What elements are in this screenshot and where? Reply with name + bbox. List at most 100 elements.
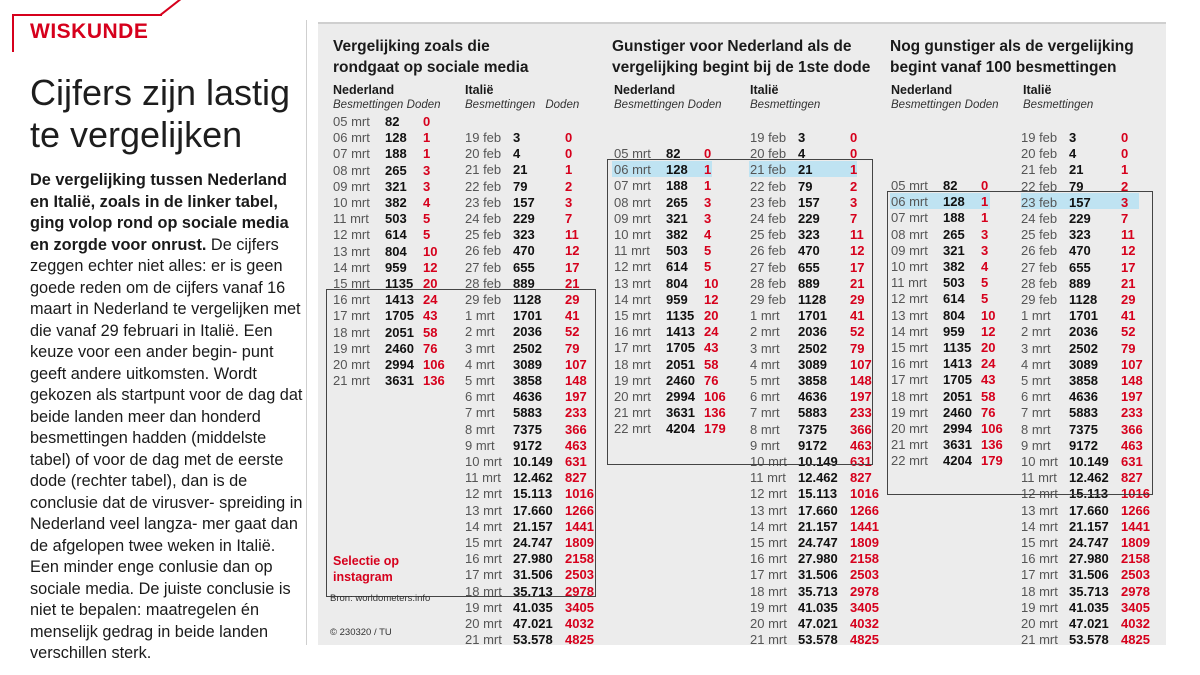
- cell-cases: 12.462: [798, 470, 838, 486]
- section-title-2-line-2: vergelijking begint bij de 1ste dode: [612, 59, 871, 76]
- cell-cases: 3858: [798, 373, 827, 388]
- cell-deaths: 197: [850, 389, 872, 405]
- cell-deaths: 2: [850, 178, 858, 194]
- cell-cases: 2994: [385, 357, 414, 372]
- cell-deaths: 52: [850, 324, 865, 340]
- cell-date: 21 feb: [1021, 162, 1058, 178]
- cell-deaths: 12: [704, 291, 719, 307]
- cell-cases: 3631: [666, 405, 695, 421]
- cell-cases: 614: [943, 291, 965, 307]
- cell-deaths: 29: [850, 292, 865, 307]
- cell-date: 19 mrt: [750, 599, 787, 615]
- cell-cases: 7375: [798, 421, 827, 437]
- cell-date: 12 mrt: [891, 291, 928, 307]
- cell-cases: 804: [385, 243, 407, 259]
- cell-date: 19 mrt: [465, 599, 502, 615]
- cell-date: 08 mrt: [333, 162, 370, 178]
- header-deaths: Doden: [687, 99, 722, 111]
- headline: Cijfers zijn lastig te vergelijken: [30, 72, 291, 155]
- cell-cases: 3089: [513, 356, 542, 372]
- cell-deaths: 10: [423, 243, 438, 259]
- cell-cases: 382: [666, 227, 688, 242]
- cell-date: 15 mrt: [465, 535, 502, 550]
- cell-cases: 7375: [513, 421, 542, 437]
- cell-date: 21 feb: [465, 162, 502, 178]
- cell-date: 18 mrt: [614, 356, 651, 372]
- cell-cases: 1135: [943, 340, 972, 355]
- article-text: De vergelijking tussen Nederland en Ital…: [30, 170, 306, 665]
- cell-cases: 1128: [798, 292, 827, 307]
- header-cases: Besmettingen: [614, 99, 685, 111]
- cell-deaths: 58: [981, 388, 996, 404]
- cell-cases: 1128: [1069, 292, 1098, 307]
- cell-cases: 12.462: [1069, 470, 1109, 486]
- cell-cases: 470: [798, 243, 820, 259]
- cell-deaths: 5: [981, 275, 989, 291]
- cell-date: 5 mrt: [1021, 373, 1051, 388]
- cell-cases: 35.713: [798, 583, 838, 599]
- cell-date: 14 mrt: [465, 518, 502, 534]
- header-country: Italië: [465, 83, 494, 97]
- cell-deaths: 7: [850, 211, 858, 226]
- cell-deaths: 1016: [850, 486, 879, 502]
- cell-cases: 27.980: [1069, 551, 1109, 567]
- cell-cases: 15.113: [513, 486, 553, 502]
- cell-cases: 889: [798, 275, 820, 291]
- cell-date: 18 mrt: [465, 583, 502, 599]
- cell-deaths: 631: [850, 454, 872, 469]
- cell-cases: 889: [513, 275, 535, 291]
- cell-cases: 79: [1069, 178, 1084, 194]
- cell-date: 8 mrt: [1021, 421, 1051, 437]
- section-tag-label: WISKUNDE: [30, 20, 149, 43]
- credit-note: © 230320 / TU: [330, 627, 392, 638]
- cell-date: 10 mrt: [750, 454, 787, 469]
- cell-date: 15 mrt: [750, 535, 787, 550]
- cell-date: 10 mrt: [1021, 454, 1058, 469]
- cell-date: 17 mrt: [750, 567, 787, 583]
- cell-date: 29 feb: [1021, 292, 1058, 307]
- section-title-1-line-2: rondgaat op sociale media: [333, 59, 529, 76]
- cell-cases: 2051: [943, 388, 972, 404]
- cell-cases: 9172: [798, 437, 827, 453]
- cell-deaths: 52: [565, 324, 580, 340]
- cell-deaths: 5: [423, 227, 431, 243]
- cell-deaths: 76: [423, 340, 438, 356]
- cell-cases: 21: [1069, 162, 1084, 178]
- cell-cases: 2051: [666, 356, 695, 372]
- cell-date: 5 mrt: [465, 373, 495, 388]
- cell-deaths: 12: [981, 323, 996, 339]
- cell-cases: 3631: [943, 437, 972, 453]
- cell-deaths: 10: [704, 275, 719, 291]
- cell-cases: 2994: [943, 421, 972, 436]
- cell-deaths: 3: [423, 162, 431, 178]
- cell-deaths: 41: [1121, 308, 1136, 324]
- cell-date: 16 mrt: [333, 292, 370, 308]
- header-deaths: Doden: [964, 99, 999, 111]
- cell-deaths: 29: [565, 292, 580, 307]
- cell-cases: 229: [798, 211, 820, 226]
- cell-deaths: 24: [981, 356, 996, 372]
- cell-deaths: 1016: [1121, 486, 1150, 502]
- cell-cases: 5883: [513, 405, 542, 421]
- cell-deaths: 3405: [850, 599, 879, 615]
- cell-cases: 1135: [385, 276, 414, 291]
- cell-deaths: 2978: [850, 583, 879, 599]
- cell-cases: 4636: [513, 389, 542, 405]
- cell-date: 13 mrt: [750, 502, 787, 518]
- article-body: De cijfers zeggen echter niet alles: er …: [30, 235, 303, 663]
- cell-cases: 21: [513, 162, 528, 178]
- cell-cases: 265: [666, 194, 688, 210]
- header-country: Nederland: [891, 83, 953, 97]
- cell-deaths: 1: [423, 146, 431, 162]
- cell-deaths: 1016: [565, 486, 594, 502]
- header-country: Nederland: [614, 83, 676, 97]
- cell-deaths: 11: [1121, 227, 1135, 243]
- cell-date: 27 feb: [1021, 259, 1058, 275]
- cell-date: 3 mrt: [750, 340, 780, 356]
- cell-deaths: 107: [850, 356, 872, 372]
- cell-date: 22 mrt: [614, 421, 651, 437]
- cell-date: 13 mrt: [465, 502, 502, 518]
- cell-date: 16 mrt: [750, 551, 787, 567]
- article-lead: De vergelijking tussen Nederland en Ital…: [30, 171, 289, 254]
- cell-date: 16 mrt: [614, 324, 651, 340]
